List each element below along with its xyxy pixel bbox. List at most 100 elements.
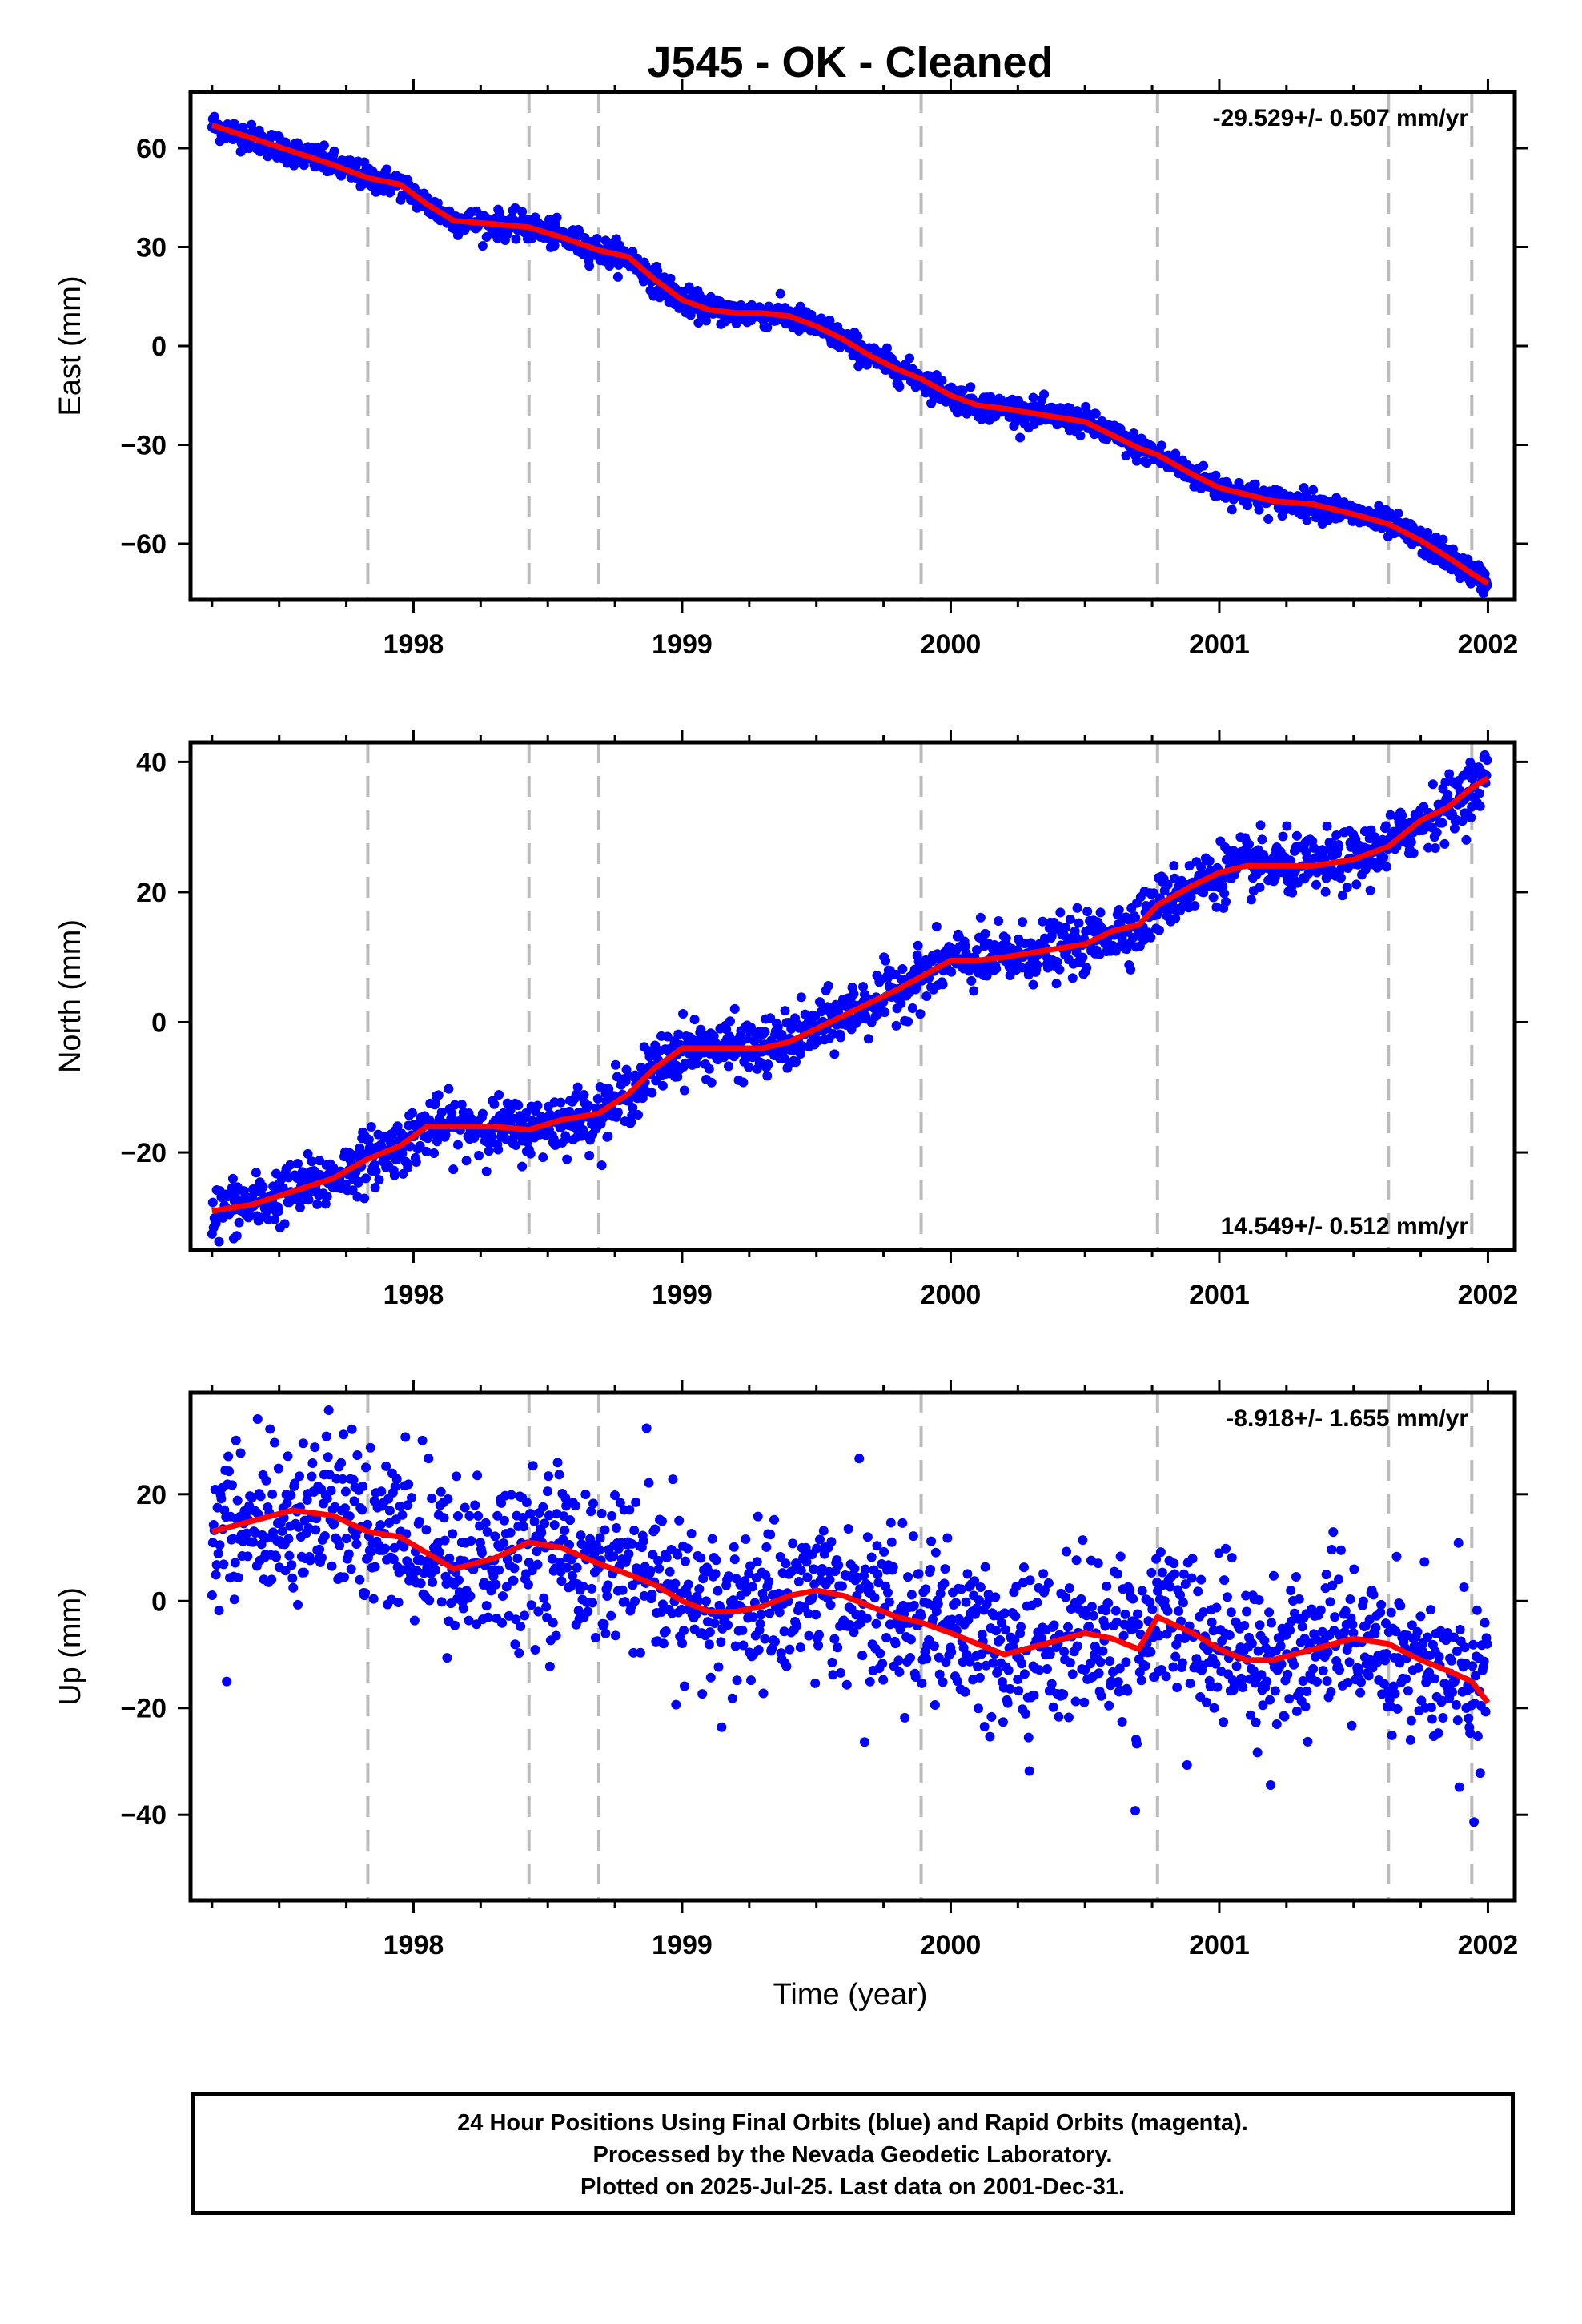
data-point bbox=[1131, 1739, 1142, 1749]
data-point bbox=[391, 1474, 402, 1484]
data-point bbox=[532, 1100, 543, 1111]
data-point bbox=[1265, 1695, 1275, 1705]
data-point bbox=[536, 1528, 547, 1538]
data-point bbox=[1020, 1708, 1030, 1719]
data-point bbox=[271, 1552, 282, 1562]
data-point bbox=[520, 1108, 531, 1119]
data-point bbox=[705, 1672, 716, 1683]
y-tick-label: −20 bbox=[120, 1138, 167, 1168]
data-point bbox=[252, 1413, 263, 1424]
data-point bbox=[795, 1049, 805, 1059]
data-point bbox=[845, 1620, 855, 1630]
data-point bbox=[1351, 879, 1362, 890]
data-point bbox=[879, 1546, 889, 1557]
data-point bbox=[903, 1572, 913, 1582]
data-point bbox=[1199, 1607, 1209, 1618]
data-point bbox=[825, 1600, 836, 1610]
data-point bbox=[283, 1534, 294, 1544]
data-point bbox=[950, 1598, 961, 1608]
data-point bbox=[1326, 1687, 1336, 1697]
data-point bbox=[538, 1502, 548, 1512]
data-point bbox=[1005, 1683, 1015, 1694]
data-point bbox=[324, 1470, 335, 1480]
data-point bbox=[1254, 1594, 1264, 1605]
data-point bbox=[348, 1474, 359, 1485]
data-point bbox=[464, 1615, 474, 1626]
data-point bbox=[1363, 1671, 1374, 1681]
data-point bbox=[999, 1608, 1010, 1618]
data-point bbox=[1146, 932, 1156, 943]
data-point bbox=[232, 1495, 243, 1506]
data-point bbox=[346, 1564, 356, 1574]
data-point bbox=[1186, 891, 1196, 902]
data-point bbox=[477, 1108, 488, 1119]
y-axis-label: North (mm) bbox=[54, 919, 87, 1073]
data-point bbox=[647, 1088, 657, 1098]
data-point bbox=[829, 1634, 840, 1644]
data-points bbox=[207, 1405, 1492, 1827]
data-point bbox=[552, 212, 562, 223]
data-point bbox=[747, 1582, 757, 1592]
data-point bbox=[1365, 885, 1375, 895]
data-point bbox=[248, 1537, 259, 1547]
data-point bbox=[497, 1618, 508, 1628]
data-point bbox=[1002, 1698, 1013, 1708]
data-point bbox=[551, 1630, 561, 1641]
data-point bbox=[796, 992, 806, 1003]
data-point bbox=[1339, 1626, 1350, 1637]
data-point bbox=[1054, 964, 1065, 975]
data-point bbox=[1294, 1594, 1304, 1604]
data-point bbox=[713, 1662, 724, 1672]
data-point bbox=[366, 1546, 376, 1557]
data-point bbox=[284, 1550, 295, 1561]
data-point bbox=[823, 981, 833, 991]
data-point bbox=[287, 1573, 298, 1583]
data-point bbox=[448, 1529, 458, 1539]
data-point bbox=[1395, 1658, 1405, 1668]
data-point bbox=[514, 1648, 524, 1659]
data-point bbox=[1075, 431, 1086, 441]
data-point bbox=[976, 414, 986, 424]
data-point bbox=[897, 1518, 908, 1528]
data-point bbox=[442, 1653, 452, 1663]
data-point bbox=[511, 234, 521, 244]
data-point bbox=[1136, 1675, 1146, 1686]
data-point bbox=[572, 1562, 582, 1573]
data-point bbox=[934, 1669, 945, 1679]
data-point bbox=[1340, 1606, 1351, 1616]
data-point bbox=[1162, 1606, 1173, 1616]
data-point bbox=[1208, 1626, 1219, 1636]
data-point bbox=[1010, 1634, 1020, 1645]
data-point bbox=[466, 1536, 476, 1546]
data-point bbox=[1303, 1736, 1313, 1747]
data-point bbox=[611, 1059, 621, 1070]
data-point bbox=[385, 1137, 396, 1148]
data-point bbox=[678, 1009, 689, 1019]
data-point bbox=[853, 332, 863, 342]
data-point bbox=[946, 1647, 957, 1657]
data-point bbox=[927, 1614, 938, 1624]
data-point bbox=[1271, 1719, 1282, 1730]
data-point bbox=[638, 1536, 648, 1546]
data-point bbox=[214, 1236, 224, 1247]
data-point bbox=[476, 1548, 487, 1558]
data-point bbox=[1322, 821, 1332, 831]
data-point bbox=[814, 1534, 825, 1545]
data-point bbox=[1011, 1582, 1022, 1592]
data-point bbox=[1311, 1634, 1322, 1645]
data-point bbox=[677, 1638, 688, 1648]
data-point bbox=[1291, 1706, 1302, 1716]
data-point bbox=[836, 1032, 846, 1043]
data-point bbox=[738, 1640, 749, 1651]
data-point bbox=[691, 1059, 701, 1069]
data-point bbox=[305, 1555, 315, 1566]
data-point bbox=[427, 1494, 437, 1504]
data-point bbox=[488, 1571, 499, 1582]
data-point bbox=[1121, 450, 1131, 460]
data-point bbox=[341, 1534, 351, 1544]
data-point bbox=[1196, 1574, 1207, 1585]
data-point bbox=[1178, 1598, 1188, 1608]
data-point bbox=[1038, 916, 1048, 927]
data-point bbox=[1423, 842, 1434, 853]
data-point bbox=[532, 1559, 543, 1570]
